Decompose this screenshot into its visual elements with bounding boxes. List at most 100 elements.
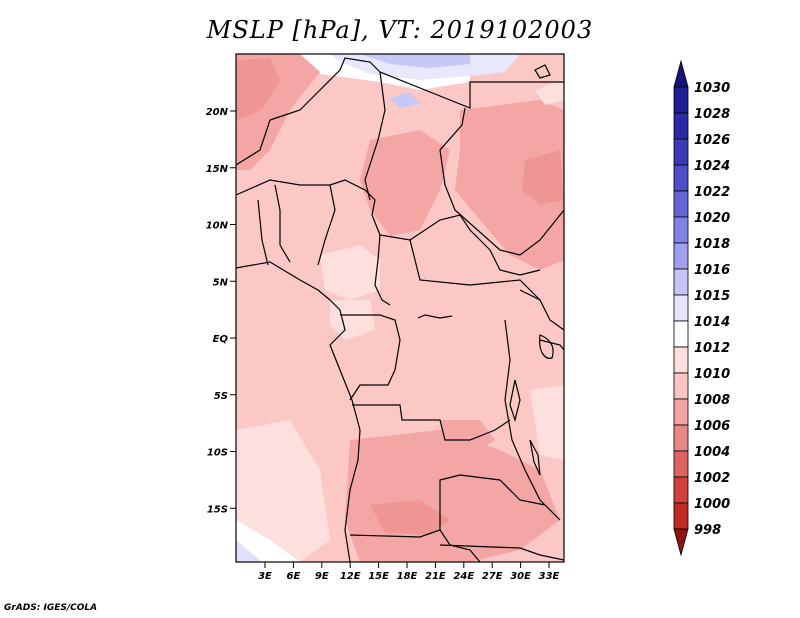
lon-tick-label: 6E — [287, 571, 301, 582]
border-rift — [504, 319, 561, 521]
lat-tick-label: 5N — [213, 277, 229, 288]
colorbar-label: 1000 — [694, 497, 730, 512]
colorbar-label: 1028 — [694, 107, 730, 122]
colorbar-label: 1006 — [694, 419, 730, 434]
border-namibia-zambia — [349, 474, 546, 538]
latitude-axis: 20N 15N 10N 5N EQ 5S 10S 15S — [206, 107, 236, 515]
lon-tick-label: 15E — [368, 571, 389, 582]
field-1016-north — [360, 54, 470, 68]
field-1008-sudan — [522, 150, 564, 205]
border-chad-sudan — [439, 107, 564, 256]
field-1014-ne — [535, 80, 564, 105]
border-mali — [236, 119, 271, 166]
lake-ne — [534, 64, 551, 79]
field-1008-nw — [236, 58, 280, 120]
field-1014-east — [530, 385, 564, 460]
grads-credit: GrADS: IGES/COLA — [4, 603, 98, 613]
border-kenya — [539, 339, 564, 351]
border-zimbabwe — [439, 544, 564, 561]
border-ghana — [257, 199, 269, 266]
colorbar-label: 1010 — [694, 367, 730, 382]
colorbar-swatch — [673, 138, 689, 166]
colorbar: 1030 1028 1026 1024 1022 1020 1018 1016 1015 1014… — [673, 59, 730, 557]
border-nigeria-east — [317, 184, 336, 266]
colorbar-swatch — [673, 346, 689, 374]
colorbar-label: 1018 — [694, 237, 730, 252]
lat-tick-label: 20N — [206, 107, 229, 118]
colorbar-label: 1022 — [694, 185, 730, 200]
colorbar-swatch — [673, 164, 689, 192]
border-sahara-north — [269, 57, 564, 121]
colorbar-label: 1015 — [694, 289, 730, 304]
colorbar-swatch — [673, 372, 689, 400]
map-title: MSLP [hPa], VT: 2019102003 — [206, 16, 594, 44]
colorbar-swatch — [673, 502, 689, 530]
colorbar-label: 1030 — [694, 81, 730, 96]
colorbar-label: 1024 — [694, 159, 730, 174]
colorbar-label: 998 — [694, 523, 721, 538]
lat-tick-label: 10S — [207, 448, 228, 459]
colorbar-swatch — [673, 268, 689, 296]
lon-tick-label: 9E — [315, 571, 329, 582]
border-cameroon-car — [374, 234, 391, 306]
lon-tick-label: 33E — [539, 571, 560, 582]
border-angola-drc — [352, 404, 511, 441]
field-1008-south — [370, 500, 450, 535]
colorbar-swatch — [673, 424, 689, 452]
colorbar-label: 1004 — [694, 445, 730, 460]
colorbar-top-arrow — [673, 59, 689, 88]
river-congo — [417, 314, 453, 319]
colorbar-swatch — [673, 320, 689, 348]
field-1010-congo-s — [440, 420, 495, 455]
lake-victoria — [539, 334, 554, 359]
colorbar-swatch — [673, 242, 689, 270]
field-1016-atlantic — [236, 540, 262, 562]
colorbar-label: 1016 — [694, 263, 730, 278]
lake-tanganyika — [509, 379, 521, 423]
lon-tick-label: 3E — [258, 571, 272, 582]
lon-tick-label: 12E — [340, 571, 361, 582]
lat-tick-label: 10N — [206, 221, 229, 232]
colorbar-swatch — [673, 476, 689, 504]
colorbar-bottom-arrow — [673, 528, 689, 557]
map-frame — [235, 53, 565, 563]
colorbar-label: 1020 — [694, 211, 730, 226]
colorbar-label: 1002 — [694, 471, 730, 486]
lat-tick-label: 15S — [207, 504, 228, 515]
colorbar-swatch — [673, 112, 689, 140]
field-1016-patch — [390, 92, 420, 108]
border-congo — [340, 314, 401, 401]
lon-tick-label: 30E — [510, 571, 531, 582]
field-1014-cameroon — [320, 245, 380, 300]
colorbar-label: 1008 — [694, 393, 730, 408]
lon-tick-label: 18E — [397, 571, 418, 582]
field-1015-atlantic — [236, 520, 300, 562]
field-1014-gabon — [330, 300, 375, 340]
lake-malawi — [529, 439, 541, 476]
lon-tick-label: 21E — [425, 571, 446, 582]
lon-tick-label: 24E — [453, 571, 474, 582]
longitude-axis: 3E 6E 9E 12E 15E 18E 21E 24E 27E 30E 33E — [258, 562, 560, 582]
pressure-field — [236, 54, 564, 562]
colorbar-label: 1014 — [694, 315, 730, 330]
colorbar-label: 1012 — [694, 341, 730, 356]
field-1014-atlantic — [236, 420, 330, 562]
colorbar-swatch — [673, 216, 689, 244]
field-1010-chad — [360, 130, 450, 236]
lat-tick-label: 15N — [206, 164, 229, 175]
border-uganda — [519, 289, 564, 331]
field-1010-sudan — [455, 100, 564, 270]
border-car-drc — [409, 239, 541, 301]
lon-tick-label: 27E — [482, 571, 503, 582]
lat-tick-label: EQ — [213, 334, 229, 345]
lat-tick-label: 5S — [214, 391, 228, 402]
country-borders — [236, 57, 564, 562]
colorbar-swatch — [673, 450, 689, 478]
colorbar-swatch — [673, 294, 689, 322]
coast-angola — [344, 399, 361, 562]
colorbar-swatch — [673, 398, 689, 426]
colorbar-swatch — [673, 86, 689, 114]
coast-gulf-guinea — [236, 261, 353, 401]
colorbar-swatch — [673, 190, 689, 218]
border-botswana — [439, 529, 481, 562]
